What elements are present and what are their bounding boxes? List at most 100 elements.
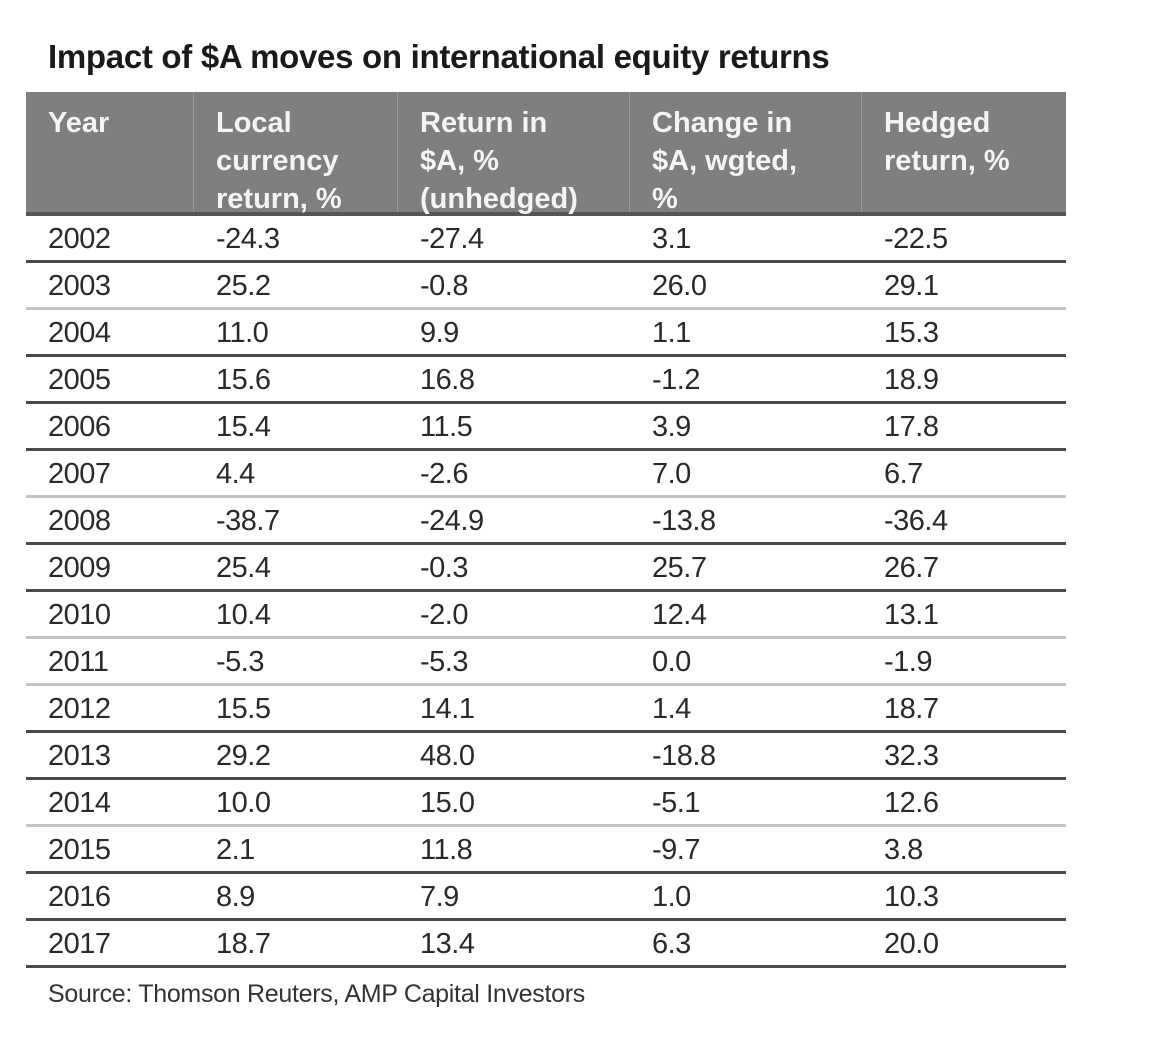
- cell-unhedged: 11.8: [420, 834, 473, 866]
- cell-local: 2.1: [216, 834, 255, 866]
- cell-unhedged: 48.0: [420, 740, 475, 772]
- cell-unhedged: 16.8: [420, 364, 475, 396]
- cell-hedged: 6.7: [884, 458, 923, 490]
- cell-year: 2015: [48, 834, 111, 866]
- cell-year: 2011: [48, 646, 109, 678]
- cell-hedged: -22.5: [884, 223, 948, 255]
- cell-hedged: 26.7: [884, 552, 939, 584]
- cell-change: -13.8: [652, 505, 716, 537]
- cell-hedged: 18.7: [884, 693, 939, 725]
- cell-local: 29.2: [216, 740, 271, 772]
- cell-hedged: 3.8: [884, 834, 923, 866]
- cell-hedged: 13.1: [884, 599, 939, 631]
- table-row: 2005 15.6 16.8 -1.2 18.9: [26, 357, 1066, 404]
- cell-change: 1.1: [652, 317, 691, 349]
- cell-year: 2014: [48, 787, 111, 819]
- cell-local: 18.7: [216, 928, 271, 960]
- header-hedged-return: Hedged return, %: [884, 107, 1010, 177]
- cell-year: 2005: [48, 364, 111, 396]
- cell-hedged: 20.0: [884, 928, 939, 960]
- header-return-unhedged: Return in $A, % (unhedged): [398, 92, 630, 215]
- cell-year: 2013: [48, 740, 111, 772]
- cell-unhedged: -27.4: [420, 223, 484, 255]
- table-row: 2015 2.1 11.8 -9.7 3.8: [26, 827, 1066, 874]
- header-change-in-aud: Change in $A, wgted, %: [630, 92, 862, 215]
- cell-local: 8.9: [216, 881, 255, 913]
- cell-hedged: 32.3: [884, 740, 939, 772]
- cell-change: 1.0: [652, 881, 691, 913]
- cell-year: 2006: [48, 411, 111, 443]
- cell-year: 2009: [48, 552, 111, 584]
- header-local-currency-return: Local currency return, %: [194, 92, 398, 215]
- table-header: Year Local currency return, % Return in …: [26, 92, 1066, 216]
- cell-hedged: -36.4: [884, 505, 948, 537]
- cell-hedged: 15.3: [884, 317, 939, 349]
- cell-change: 12.4: [652, 599, 707, 631]
- table-row: 2006 15.4 11.5 3.9 17.8: [26, 404, 1066, 451]
- cell-change: 3.1: [652, 223, 691, 255]
- cell-unhedged: 15.0: [420, 787, 475, 819]
- cell-local: 25.4: [216, 552, 271, 584]
- cell-local: -38.7: [216, 505, 280, 537]
- table-body: 2002 -24.3 -27.4 3.1 -22.5 2003 25.2 -0.8 26.0 29…: [26, 216, 1066, 968]
- cell-unhedged: -0.3: [420, 552, 468, 584]
- cell-unhedged: -24.9: [420, 505, 484, 537]
- cell-unhedged: 11.5: [420, 411, 473, 443]
- cell-local: 10.4: [216, 599, 271, 631]
- cell-year: 2017: [48, 928, 111, 960]
- table-row: 2002 -24.3 -27.4 3.1 -22.5: [26, 216, 1066, 263]
- cell-local: 15.4: [216, 411, 271, 443]
- cell-hedged: 10.3: [884, 881, 939, 913]
- cell-local: 15.5: [216, 693, 271, 725]
- cell-local: 15.6: [216, 364, 271, 396]
- cell-change: 6.3: [652, 928, 691, 960]
- table-title: Impact of $A moves on international equi…: [48, 38, 830, 75]
- cell-local: -5.3: [216, 646, 264, 678]
- cell-year: 2012: [48, 693, 111, 725]
- cell-hedged: 17.8: [884, 411, 939, 443]
- cell-change: -9.7: [652, 834, 700, 866]
- cell-change: 26.0: [652, 270, 707, 302]
- cell-year: 2007: [48, 458, 111, 490]
- cell-year: 2016: [48, 881, 111, 913]
- table-row: 2007 4.4 -2.6 7.0 6.7: [26, 451, 1066, 498]
- cell-year: 2003: [48, 270, 111, 302]
- cell-unhedged: 14.1: [420, 693, 475, 725]
- table-row: 2017 18.7 13.4 6.3 20.0: [26, 921, 1066, 968]
- table-row: 2008 -38.7 -24.9 -13.8 -36.4: [26, 498, 1066, 545]
- cell-hedged: 12.6: [884, 787, 939, 819]
- cell-unhedged: 7.9: [420, 881, 459, 913]
- cell-change: 0.0: [652, 646, 691, 678]
- cell-unhedged: 9.9: [420, 317, 459, 349]
- cell-year: 2010: [48, 599, 111, 631]
- table-row: 2013 29.2 48.0 -18.8 32.3: [26, 733, 1066, 780]
- returns-table: Year Local currency return, % Return in …: [26, 92, 1066, 968]
- cell-change: 1.4: [652, 693, 691, 725]
- cell-local: 25.2: [216, 270, 271, 302]
- cell-local: -24.3: [216, 223, 280, 255]
- cell-hedged: 18.9: [884, 364, 939, 396]
- table-row: 2011 -5.3 -5.3 0.0 -1.9: [26, 639, 1066, 686]
- cell-change: 3.9: [652, 411, 691, 443]
- cell-change: -18.8: [652, 740, 716, 772]
- cell-hedged: -1.9: [884, 646, 932, 678]
- header-year: Year: [26, 92, 194, 212]
- cell-change: -5.1: [652, 787, 700, 819]
- table-row: 2010 10.4 -2.0 12.4 13.1: [26, 592, 1066, 639]
- cell-year: 2008: [48, 505, 111, 537]
- source-note: Source: Thomson Reuters, AMP Capital Inv…: [48, 980, 585, 1008]
- cell-year: 2002: [48, 223, 111, 255]
- cell-change: 7.0: [652, 458, 691, 490]
- cell-unhedged: -2.6: [420, 458, 468, 490]
- cell-change: 25.7: [652, 552, 707, 584]
- cell-year: 2004: [48, 317, 111, 349]
- cell-unhedged: -5.3: [420, 646, 468, 678]
- table-row: 2014 10.0 15.0 -5.1 12.6: [26, 780, 1066, 827]
- cell-local: 4.4: [216, 458, 255, 490]
- table-row: 2016 8.9 7.9 1.0 10.3: [26, 874, 1066, 921]
- cell-unhedged: -0.8: [420, 270, 468, 302]
- table-row: 2004 11.0 9.9 1.1 15.3: [26, 310, 1066, 357]
- cell-local: 10.0: [216, 787, 271, 819]
- cell-change: -1.2: [652, 364, 700, 396]
- cell-local: 11.0: [216, 317, 269, 349]
